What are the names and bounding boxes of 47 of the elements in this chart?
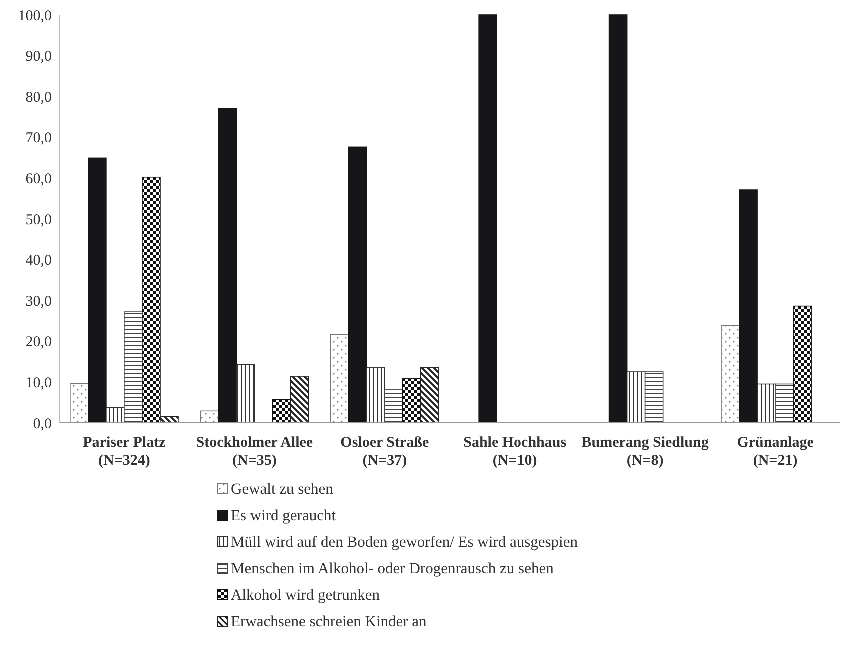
x-tick-label: Osloer Straße (N=37)	[340, 435, 430, 469]
bar	[384, 390, 404, 424]
y-tick-label: 70,0	[26, 130, 52, 147]
legend-label: Gewalt zu sehen	[231, 481, 334, 498]
bar	[218, 108, 238, 424]
bar	[402, 378, 422, 424]
bar	[124, 312, 143, 424]
y-tick-label: 60,0	[26, 171, 52, 188]
bar	[721, 325, 740, 424]
bar	[739, 190, 758, 424]
y-tick-label: 20,0	[26, 334, 52, 351]
y-tick-label: 30,0	[26, 294, 52, 310]
bar	[70, 383, 89, 424]
x-tick-label: Sahle Hochhaus (N=10)	[464, 435, 567, 469]
bar	[644, 372, 664, 424]
legend-label: Alkohol wird getrunken	[231, 587, 380, 604]
legend-label: Menschen im Alkohol- oder Drogenrausch zu sehen	[231, 560, 554, 578]
bar	[290, 376, 310, 424]
legend-label: Es wird geraucht	[231, 508, 337, 524]
y-tick-label: 10,0	[26, 375, 52, 392]
bar	[330, 334, 350, 424]
bar	[348, 146, 368, 424]
bar	[478, 14, 498, 424]
bar	[775, 384, 794, 424]
y-tick-label: 50,0	[26, 212, 52, 228]
y-tick-label: 100,0	[18, 8, 52, 24]
y-tick-label: 0,0	[33, 416, 52, 432]
bar	[608, 14, 628, 424]
bar	[757, 384, 776, 424]
bar	[626, 372, 646, 424]
bar	[236, 364, 256, 424]
x-tick-label: Pariser Platz (N=324)	[83, 435, 166, 469]
bar	[88, 158, 107, 424]
bar	[142, 176, 161, 424]
y-tick-label: 80,0	[26, 90, 52, 106]
bar	[793, 306, 812, 424]
y-tick-label: 90,0	[26, 49, 52, 66]
legend-label: Erwachsene schreien Kinder an	[231, 614, 428, 630]
x-tick-label: Bumerang Siedlung (N=8)	[582, 435, 710, 469]
bar	[420, 368, 440, 424]
x-tick-label: Stockholmer Allee (N=35)	[196, 435, 314, 469]
bar	[272, 399, 292, 424]
legend-label: Müll wird auf den Boden geworfen/ Es wird ausgespien	[231, 534, 578, 551]
x-tick-label: Grünanlage (N=21)	[737, 435, 814, 469]
y-tick-label: 40,0	[26, 253, 52, 270]
bar	[366, 368, 386, 424]
bar	[106, 408, 125, 424]
